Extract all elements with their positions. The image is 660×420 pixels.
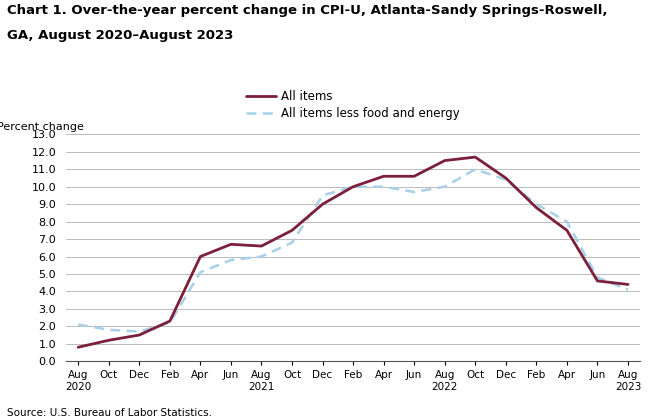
All items [319,202,327,207]
All items [411,174,418,179]
Text: Chart 1. Over-the-year percent change in CPI-U, Atlanta-Sandy Springs-Roswell,: Chart 1. Over-the-year percent change in… [7,4,607,17]
All items less food and energy [349,184,357,189]
All items less food and energy [135,329,143,334]
All items less food and energy [288,240,296,245]
All items [105,338,113,343]
All items [502,176,510,181]
All items less food and energy [227,257,235,262]
Text: GA, August 2020–August 2023: GA, August 2020–August 2023 [7,29,233,42]
All items [379,174,387,179]
Text: Percent change: Percent change [0,122,84,132]
All items less food and energy [502,177,510,182]
All items less food and energy [563,219,571,224]
All items less food and energy [105,327,113,332]
All items [197,254,205,259]
All items [288,228,296,233]
Text: Source: U.S. Bureau of Labor Statistics.: Source: U.S. Bureau of Labor Statistics. [7,408,212,418]
All items [135,333,143,338]
All items [624,282,632,287]
All items less food and energy [166,320,174,326]
All items [75,345,82,350]
Legend: All items, All items less food and energy: All items, All items less food and energ… [246,90,460,120]
All items [471,155,479,160]
All items [257,244,265,249]
All items less food and energy [593,275,601,280]
All items less food and energy [624,287,632,292]
All items less food and energy [471,167,479,172]
All items less food and energy [75,322,82,327]
All items [533,205,541,210]
All items [166,318,174,323]
Line: All items less food and energy: All items less food and energy [79,169,628,331]
All items [227,242,235,247]
Line: All items: All items [79,157,628,347]
All items less food and energy [257,254,265,259]
All items less food and energy [441,184,449,189]
All items [441,158,449,163]
All items [593,278,601,284]
All items less food and energy [533,202,541,207]
All items less food and energy [411,189,418,194]
All items [563,228,571,233]
All items less food and energy [379,184,387,189]
All items less food and energy [197,270,205,275]
All items less food and energy [319,193,327,198]
All items [349,184,357,189]
